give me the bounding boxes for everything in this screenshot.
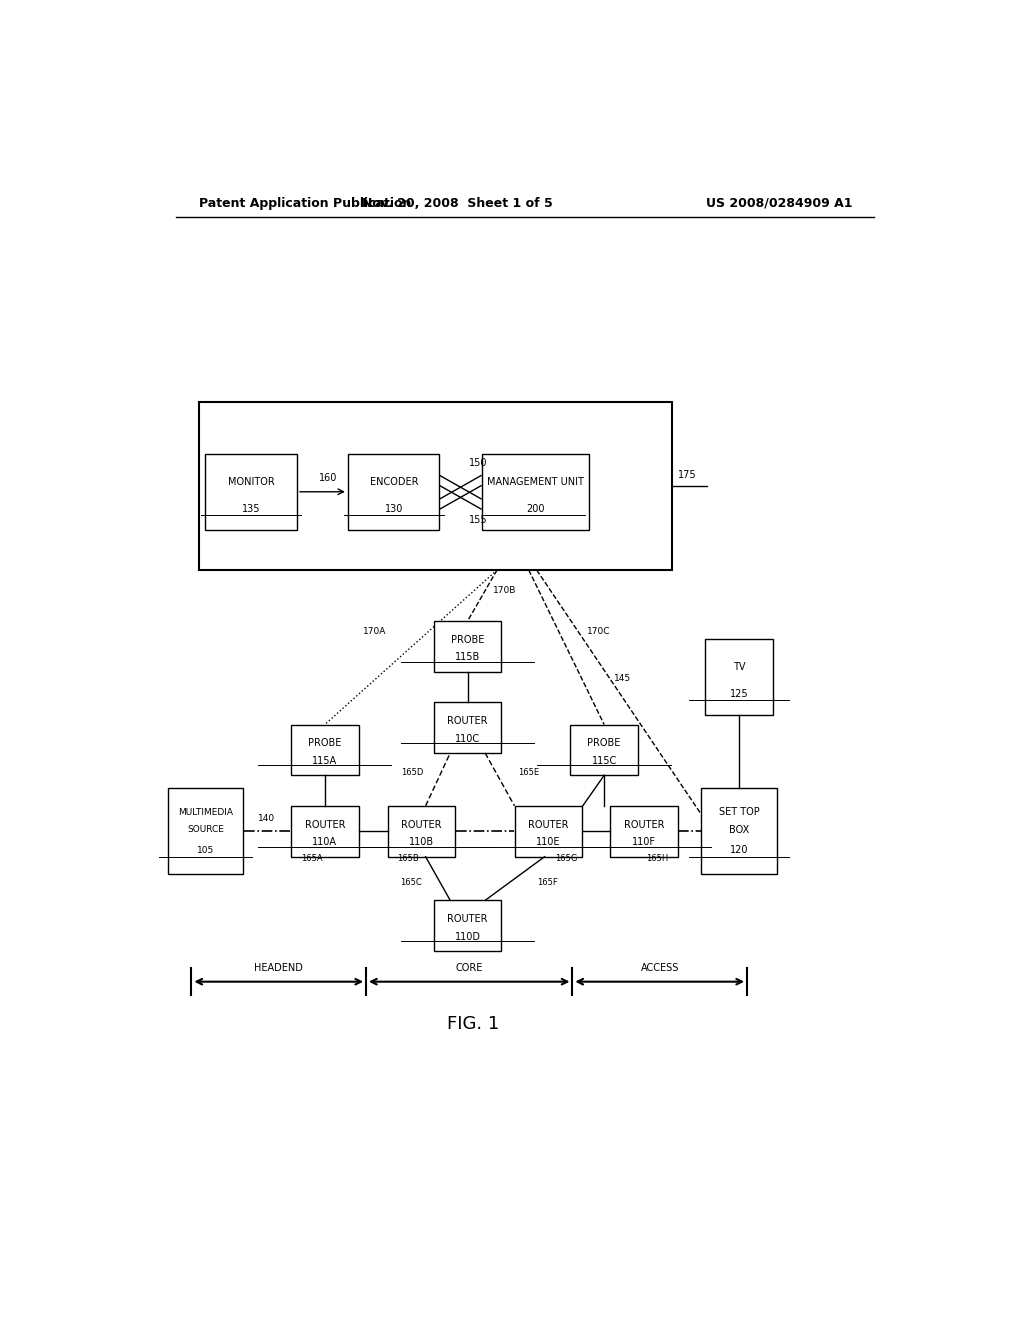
- Text: 115B: 115B: [455, 652, 480, 663]
- Text: 110A: 110A: [312, 837, 337, 847]
- Text: 105: 105: [198, 846, 214, 855]
- Bar: [291, 725, 358, 775]
- Text: 170A: 170A: [362, 627, 386, 635]
- Text: 150: 150: [469, 458, 487, 469]
- Text: ROUTER: ROUTER: [624, 820, 665, 830]
- Text: 165G: 165G: [555, 854, 578, 862]
- Text: ROUTER: ROUTER: [401, 820, 442, 830]
- Text: 115C: 115C: [592, 756, 616, 766]
- Text: ROUTER: ROUTER: [447, 715, 487, 726]
- Text: 110D: 110D: [455, 932, 480, 942]
- Text: US 2008/0284909 A1: US 2008/0284909 A1: [706, 197, 852, 210]
- Text: 110E: 110E: [537, 837, 561, 847]
- Text: PROBE: PROBE: [588, 738, 621, 748]
- Text: 160: 160: [318, 473, 337, 483]
- Text: 165B: 165B: [397, 854, 419, 862]
- Bar: [434, 620, 502, 672]
- Text: ROUTER: ROUTER: [304, 820, 345, 830]
- Text: 115A: 115A: [312, 756, 337, 766]
- Bar: [200, 403, 672, 570]
- Text: FIG. 1: FIG. 1: [447, 1015, 500, 1034]
- Text: 140: 140: [258, 814, 275, 824]
- Text: 145: 145: [613, 675, 631, 684]
- Bar: [515, 805, 583, 857]
- Text: ROUTER: ROUTER: [447, 915, 487, 924]
- Text: 165C: 165C: [400, 878, 422, 887]
- Text: 165F: 165F: [537, 878, 557, 887]
- Bar: [168, 788, 244, 874]
- Text: MULTIMEDIA: MULTIMEDIA: [178, 808, 233, 817]
- Text: ENCODER: ENCODER: [370, 477, 418, 487]
- Text: 135: 135: [242, 503, 260, 513]
- Text: ROUTER: ROUTER: [528, 820, 569, 830]
- Text: 125: 125: [730, 689, 749, 698]
- Text: 110B: 110B: [409, 837, 434, 847]
- Text: 175: 175: [678, 470, 696, 479]
- Bar: [706, 639, 773, 715]
- Text: CORE: CORE: [456, 962, 483, 973]
- Text: SOURCE: SOURCE: [187, 825, 224, 834]
- Text: 165E: 165E: [518, 768, 540, 776]
- Bar: [434, 702, 502, 752]
- Bar: [610, 805, 678, 857]
- Text: 130: 130: [385, 503, 403, 513]
- Text: BOX: BOX: [729, 825, 750, 834]
- Text: PROBE: PROBE: [308, 738, 341, 748]
- Text: 120: 120: [730, 845, 749, 855]
- Bar: [701, 788, 777, 874]
- Text: 110C: 110C: [455, 734, 480, 743]
- Bar: [481, 454, 589, 529]
- Text: 200: 200: [526, 503, 545, 513]
- Text: HEADEND: HEADEND: [254, 962, 303, 973]
- Text: SET TOP: SET TOP: [719, 808, 760, 817]
- Text: Nov. 20, 2008  Sheet 1 of 5: Nov. 20, 2008 Sheet 1 of 5: [361, 197, 553, 210]
- Text: ACCESS: ACCESS: [641, 962, 679, 973]
- Text: 165H: 165H: [646, 854, 669, 862]
- Bar: [348, 454, 439, 529]
- Bar: [570, 725, 638, 775]
- Text: PROBE: PROBE: [451, 635, 484, 644]
- Bar: [388, 805, 456, 857]
- Bar: [206, 454, 297, 529]
- Text: 165A: 165A: [301, 854, 323, 862]
- Bar: [291, 805, 358, 857]
- Text: Patent Application Publication: Patent Application Publication: [200, 197, 412, 210]
- Text: 170C: 170C: [587, 627, 610, 635]
- Text: 165D: 165D: [400, 768, 423, 776]
- Text: 170B: 170B: [494, 586, 516, 595]
- Text: TV: TV: [733, 661, 745, 672]
- Text: MANAGEMENT UNIT: MANAGEMENT UNIT: [486, 477, 584, 487]
- Text: 155: 155: [469, 515, 487, 525]
- Bar: [434, 900, 502, 952]
- Text: MONITOR: MONITOR: [227, 477, 274, 487]
- Text: 110F: 110F: [632, 837, 655, 847]
